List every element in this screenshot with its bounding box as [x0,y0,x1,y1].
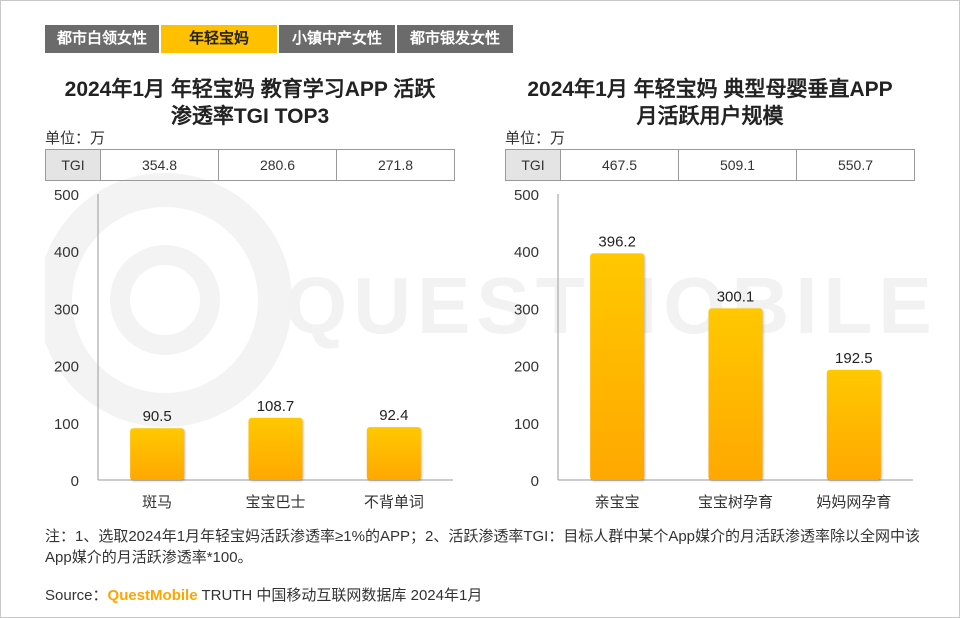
source-brand: QuestMobile [107,587,198,604]
y-tick-label: 500 [514,187,539,204]
tgi-header: TGI [46,150,101,180]
right-chart-title: 2024年1月 年轻宝妈 典型母婴垂直APP 月活跃用户规模 [505,76,915,130]
bar-value-label: 92.4 [379,407,408,424]
right-tgi-table: TGI 467.5 509.1 550.7 [505,149,915,181]
bar [826,369,881,480]
y-tick-label: 200 [54,359,79,376]
y-tick-label: 200 [514,359,539,376]
bar-value-label: 192.5 [835,350,873,367]
tgi-cell: 509.1 [679,150,797,180]
left-chart-title: 2024年1月 年轻宝妈 教育学习APP 活跃 渗透率TGI TOP3 [45,76,455,130]
left-title-line1: 2024年1月 年轻宝妈 教育学习APP 活跃 [64,78,436,101]
tgi-cell: 550.7 [837,157,874,173]
tab-urban-silver[interactable]: 都市银发女性 [397,25,513,53]
y-tick-label: 0 [71,473,79,490]
y-tick-label: 400 [514,244,539,261]
tab-town-middle-class[interactable]: 小镇中产女性 [279,25,395,53]
tgi-cell: 271.8 [377,157,414,173]
bar-value-label: 300.1 [717,288,755,305]
x-category-label: 宝宝树孕育 [698,494,773,511]
tab-urban-white-collar[interactable]: 都市白领女性 [45,25,159,53]
y-tick-label: 300 [54,301,79,318]
tab-young-mom[interactable]: 年轻宝妈 [161,25,277,53]
right-title-line1: 2024年1月 年轻宝妈 典型母婴垂直APP [527,78,893,101]
x-category-label: 斑马 [142,494,172,511]
tgi-cell: 467.5 [561,150,679,180]
footnote: 注：1、选取2024年1月年轻宝妈活跃渗透率≥1%的APP；2、活跃渗透率TGI… [45,528,921,566]
x-category-label: 妈妈网孕育 [816,494,891,511]
bar [708,308,763,480]
x-category-label: 不背单词 [364,494,424,511]
left-title-line2: 渗透率TGI TOP3 [170,105,330,128]
bar-value-label: 108.7 [257,398,295,415]
y-tick-label: 0 [531,473,539,490]
left-tgi-table: TGI 354.8 280.6 271.8 [45,149,455,181]
right-title-line2: 月活跃用户规模 [636,105,784,128]
y-tick-label: 300 [514,301,539,318]
bar [590,253,645,480]
left-chart-panel: 2024年1月 年轻宝妈 教育学习APP 活跃 渗透率TGI TOP3 单位：万… [45,0,455,520]
tgi-cell: 280.6 [219,150,337,180]
left-bar-chart: 0 100 200 300 400 500 90.5 斑马 108.7 宝宝巴士 92.4 不背单词 [54,187,453,511]
right-bar-chart: 0 100 200 300 400 500 396.2 亲宝宝 300.1 宝宝树孕育 192.5 妈… [514,187,913,511]
right-chart-panel: 2024年1月 年轻宝妈 典型母婴垂直APP 月活跃用户规模 单位：万 TGI … [505,0,915,520]
source-prefix: Source： [45,587,108,604]
x-category-label: 宝宝巴士 [245,494,305,511]
bar [366,427,421,480]
watermark-logo [45,173,292,427]
left-unit-label: 单位：万 [45,130,106,147]
source-line: Source：QuestMobile TRUTH 中国移动互联网数据库 2024… [45,584,482,605]
bar [130,428,185,480]
y-tick-label: 100 [514,416,539,433]
y-tick-label: 400 [54,244,79,261]
bar [248,417,303,480]
y-tick-label: 100 [54,416,79,433]
y-tick-label: 500 [54,187,79,204]
tgi-header: TGI [506,150,561,180]
bar-value-label: 396.2 [598,233,636,250]
segment-tabs: 都市白领女性 年轻宝妈 小镇中产女性 都市银发女性 [45,25,513,53]
source-rest: TRUTH 中国移动互联网数据库 2024年1月 [197,587,483,604]
tgi-cell: 354.8 [101,150,219,180]
right-unit-label: 单位：万 [505,130,566,147]
bar-value-label: 90.5 [143,408,172,425]
x-category-label: 亲宝宝 [595,494,640,511]
